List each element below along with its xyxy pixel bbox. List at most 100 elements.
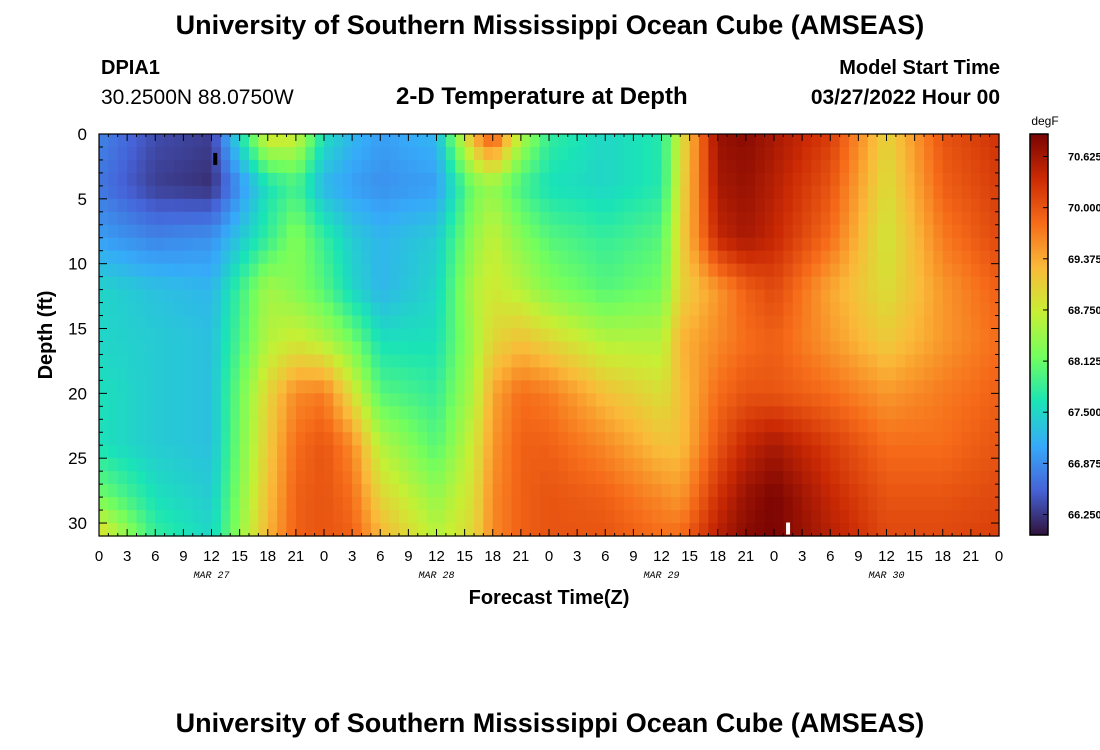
heatmap-cell bbox=[277, 134, 288, 148]
heatmap-cell bbox=[164, 328, 175, 343]
heatmap-cell bbox=[220, 172, 231, 187]
heatmap-cell bbox=[820, 263, 831, 278]
heatmap-cell bbox=[689, 497, 700, 511]
heatmap-cell bbox=[127, 146, 138, 161]
x-tick-label: 15 bbox=[231, 548, 248, 565]
heatmap-cell bbox=[727, 289, 738, 304]
heatmap-cell bbox=[933, 419, 944, 433]
heatmap-cell bbox=[624, 510, 634, 524]
heatmap-cell bbox=[680, 341, 691, 356]
heatmap-cell bbox=[333, 445, 344, 459]
heatmap-cell bbox=[727, 211, 738, 226]
heatmap-cell bbox=[361, 419, 372, 433]
heatmap-cell bbox=[239, 393, 250, 407]
heatmap-cell bbox=[745, 393, 756, 407]
heatmap-cell bbox=[267, 341, 278, 356]
heatmap-cell bbox=[399, 250, 409, 265]
heatmap-cell bbox=[549, 497, 559, 511]
heatmap-cell bbox=[830, 315, 841, 330]
heatmap-cell bbox=[155, 432, 166, 446]
heatmap-cell bbox=[961, 367, 972, 381]
heatmap-cell bbox=[577, 484, 588, 498]
heatmap-cell bbox=[108, 134, 119, 148]
heatmap-cell bbox=[192, 484, 203, 498]
heatmap-cell bbox=[352, 315, 363, 330]
heatmap-cell bbox=[361, 159, 372, 174]
y-tick-label: 0 bbox=[78, 125, 87, 144]
heatmap-cell bbox=[324, 393, 334, 407]
heatmap-cell bbox=[830, 523, 841, 537]
heatmap-cell bbox=[549, 432, 559, 446]
heatmap-cell bbox=[952, 432, 963, 446]
heatmap-cell bbox=[567, 172, 578, 187]
heatmap-cell bbox=[399, 172, 409, 187]
heatmap-cell bbox=[558, 237, 569, 252]
heatmap-cell bbox=[333, 185, 344, 200]
heatmap-cell bbox=[436, 328, 447, 343]
heatmap-cell bbox=[445, 250, 456, 265]
heatmap-cell bbox=[820, 432, 831, 446]
heatmap-cell bbox=[539, 445, 550, 459]
heatmap-cell bbox=[183, 419, 194, 433]
heatmap-cell bbox=[783, 159, 794, 174]
heatmap-cell bbox=[127, 224, 138, 239]
heatmap-cell bbox=[483, 380, 494, 394]
heatmap-cell bbox=[802, 354, 813, 369]
heatmap-cell bbox=[249, 328, 259, 343]
heatmap-cell bbox=[774, 484, 784, 498]
heatmap-cell bbox=[530, 367, 541, 381]
heatmap-cell bbox=[558, 211, 569, 226]
heatmap-cell bbox=[108, 406, 119, 420]
heatmap-cell bbox=[220, 185, 231, 200]
heatmap-cell bbox=[305, 445, 316, 459]
heatmap-cell bbox=[342, 380, 353, 394]
heatmap-cell bbox=[586, 432, 597, 446]
heatmap-cell bbox=[370, 263, 381, 278]
heatmap-cell bbox=[277, 328, 288, 343]
heatmap-cell bbox=[558, 354, 569, 369]
heatmap-cell bbox=[783, 406, 794, 420]
heatmap-cell bbox=[989, 250, 1000, 265]
heatmap-cell bbox=[980, 134, 991, 148]
heatmap-cell bbox=[211, 237, 222, 252]
heatmap-cell bbox=[333, 497, 344, 511]
heatmap-cell bbox=[670, 159, 681, 174]
heatmap-cell bbox=[680, 263, 691, 278]
heatmap-cell bbox=[155, 302, 166, 317]
heatmap-cell bbox=[145, 432, 156, 446]
heatmap-cell bbox=[577, 354, 588, 369]
heatmap-cell bbox=[295, 367, 306, 381]
heatmap-cell bbox=[249, 198, 259, 213]
x-tick-label: 6 bbox=[601, 548, 609, 565]
heatmap-cell bbox=[736, 380, 747, 394]
heatmap-cell bbox=[520, 302, 531, 317]
heatmap-cell bbox=[783, 146, 794, 161]
heatmap-cell bbox=[680, 419, 691, 433]
heatmap-cell bbox=[230, 497, 241, 511]
colorbar-tick-label: 66.250 bbox=[1068, 510, 1100, 522]
heatmap-cell bbox=[755, 224, 766, 239]
heatmap-cell bbox=[802, 276, 813, 291]
x-tick-label: 0 bbox=[320, 548, 328, 565]
heatmap-cell bbox=[689, 354, 700, 369]
heatmap-cell bbox=[633, 224, 644, 239]
heatmap-cell bbox=[924, 276, 934, 291]
heatmap-cell bbox=[877, 380, 888, 394]
heatmap-cell bbox=[511, 159, 522, 174]
heatmap-cell bbox=[989, 146, 1000, 161]
heatmap-cell bbox=[258, 237, 269, 252]
heatmap-cell bbox=[408, 328, 419, 343]
heatmap-cell bbox=[858, 523, 869, 537]
heatmap-cell bbox=[980, 224, 991, 239]
heatmap-cell bbox=[567, 354, 578, 369]
heatmap-cell bbox=[914, 341, 925, 356]
heatmap-cell bbox=[277, 523, 288, 537]
heatmap-cell bbox=[295, 263, 306, 278]
heatmap-cell bbox=[567, 198, 578, 213]
heatmap-cell bbox=[952, 354, 963, 369]
heatmap-cell bbox=[980, 172, 991, 187]
heatmap-cell bbox=[136, 341, 147, 356]
heatmap-cell bbox=[764, 302, 775, 317]
heatmap-cell bbox=[905, 146, 916, 161]
heatmap-cell bbox=[802, 172, 813, 187]
